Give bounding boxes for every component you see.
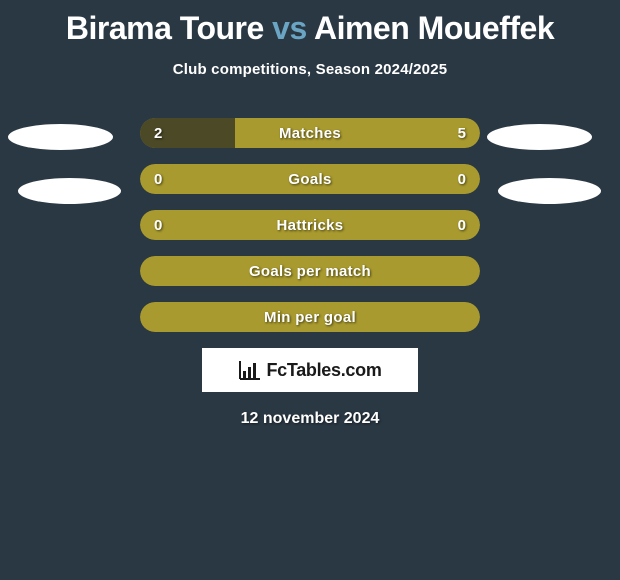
comparison-title: Birama Toure vs Aimen Moueffek [0, 0, 620, 47]
vs-text: vs [272, 10, 307, 46]
player2-photo-placeholder [487, 124, 592, 150]
player2-name: Aimen Moueffek [314, 10, 554, 46]
stat-label: Goals per match [140, 256, 480, 286]
snapshot-date: 12 november 2024 [0, 410, 620, 428]
stat-row-matches: 2 Matches 5 [140, 118, 480, 148]
stat-label: Goals [140, 164, 480, 194]
stat-label: Matches [140, 118, 480, 148]
player1-flag-placeholder [18, 178, 121, 204]
stat-bars: 2 Matches 5 0 Goals 0 0 Hattricks 0 Goal… [140, 118, 480, 332]
bar-chart-icon [238, 359, 262, 381]
stat-right-value: 0 [458, 210, 466, 240]
stat-label: Hattricks [140, 210, 480, 240]
stat-row-goals-per-match: Goals per match [140, 256, 480, 286]
subtitle: Club competitions, Season 2024/2025 [0, 61, 620, 78]
stat-label: Min per goal [140, 302, 480, 332]
source-badge-text: FcTables.com [266, 360, 381, 381]
player1-name: Birama Toure [66, 10, 264, 46]
stat-row-goals: 0 Goals 0 [140, 164, 480, 194]
player1-photo-placeholder [8, 124, 113, 150]
stat-row-hattricks: 0 Hattricks 0 [140, 210, 480, 240]
stat-right-value: 5 [458, 118, 466, 148]
player2-flag-placeholder [498, 178, 601, 204]
stat-row-min-per-goal: Min per goal [140, 302, 480, 332]
source-badge: FcTables.com [202, 348, 418, 392]
stat-right-value: 0 [458, 164, 466, 194]
